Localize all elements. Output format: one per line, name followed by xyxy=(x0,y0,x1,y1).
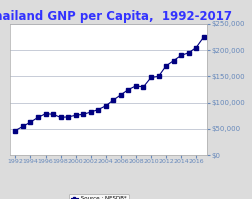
 Source : NESDB*: (2e+03, 7.2e+04): NESDB*: (2e+03, 7.2e+04) xyxy=(59,116,62,119)
 Source : NESDB*: (2.01e+03, 1.7e+05): NESDB*: (2.01e+03, 1.7e+05) xyxy=(164,65,167,67)
 Source : NESDB*: (2e+03, 7.8e+04): NESDB*: (2e+03, 7.8e+04) xyxy=(51,113,54,115)
 Source : NESDB*: (2.01e+03, 1.5e+05): NESDB*: (2.01e+03, 1.5e+05) xyxy=(156,75,159,78)
 Source : NESDB*: (2.02e+03, 2.05e+05): NESDB*: (2.02e+03, 2.05e+05) xyxy=(194,46,197,49)
 Source : NESDB*: (2.01e+03, 1.3e+05): NESDB*: (2.01e+03, 1.3e+05) xyxy=(141,86,144,88)
Legend:  Source : NESDB*: Source : NESDB* xyxy=(69,194,128,199)
 Source : NESDB*: (2.01e+03, 1.9e+05): NESDB*: (2.01e+03, 1.9e+05) xyxy=(179,54,182,57)
 Source : NESDB*: (2e+03, 7.2e+04): NESDB*: (2e+03, 7.2e+04) xyxy=(36,116,39,119)
 Source : NESDB*: (2.01e+03, 1.48e+05): NESDB*: (2.01e+03, 1.48e+05) xyxy=(149,76,152,79)
 Source : NESDB*: (2e+03, 8.2e+04): NESDB*: (2e+03, 8.2e+04) xyxy=(89,111,92,113)
 Source : NESDB*: (2e+03, 7.3e+04): NESDB*: (2e+03, 7.3e+04) xyxy=(66,116,69,118)
 Source : NESDB*: (2.01e+03, 1.32e+05): NESDB*: (2.01e+03, 1.32e+05) xyxy=(134,85,137,87)
 Source : NESDB*: (2e+03, 7.8e+04): NESDB*: (2e+03, 7.8e+04) xyxy=(81,113,84,115)
 Source : NESDB*: (2e+03, 1.05e+05): NESDB*: (2e+03, 1.05e+05) xyxy=(111,99,114,101)
 Source : NESDB*: (1.99e+03, 4.7e+04): NESDB*: (1.99e+03, 4.7e+04) xyxy=(14,129,17,132)
 Source : NESDB*: (1.99e+03, 5.5e+04): NESDB*: (1.99e+03, 5.5e+04) xyxy=(21,125,24,128)
Line:  Source : NESDB*: Source : NESDB* xyxy=(14,35,205,132)
 Source : NESDB*: (2.01e+03, 1.25e+05): NESDB*: (2.01e+03, 1.25e+05) xyxy=(126,88,129,91)
 Source : NESDB*: (2e+03, 9.4e+04): NESDB*: (2e+03, 9.4e+04) xyxy=(104,105,107,107)
 Source : NESDB*: (2.02e+03, 2.25e+05): NESDB*: (2.02e+03, 2.25e+05) xyxy=(201,36,204,38)
 Source : NESDB*: (2.01e+03, 1.8e+05): NESDB*: (2.01e+03, 1.8e+05) xyxy=(171,60,174,62)
 Source : NESDB*: (2e+03, 7.6e+04): NESDB*: (2e+03, 7.6e+04) xyxy=(74,114,77,116)
 Source : NESDB*: (2.02e+03, 1.95e+05): NESDB*: (2.02e+03, 1.95e+05) xyxy=(186,52,190,54)
Title: Thailand GNP per Capita,  1992-2017: Thailand GNP per Capita, 1992-2017 xyxy=(0,10,231,23)
 Source : NESDB*: (2e+03, 8.7e+04): NESDB*: (2e+03, 8.7e+04) xyxy=(96,108,99,111)
 Source : NESDB*: (2e+03, 7.9e+04): NESDB*: (2e+03, 7.9e+04) xyxy=(44,112,47,115)
 Source : NESDB*: (1.99e+03, 6.3e+04): NESDB*: (1.99e+03, 6.3e+04) xyxy=(29,121,32,123)
 Source : NESDB*: (2.01e+03, 1.15e+05): NESDB*: (2.01e+03, 1.15e+05) xyxy=(119,94,122,96)
